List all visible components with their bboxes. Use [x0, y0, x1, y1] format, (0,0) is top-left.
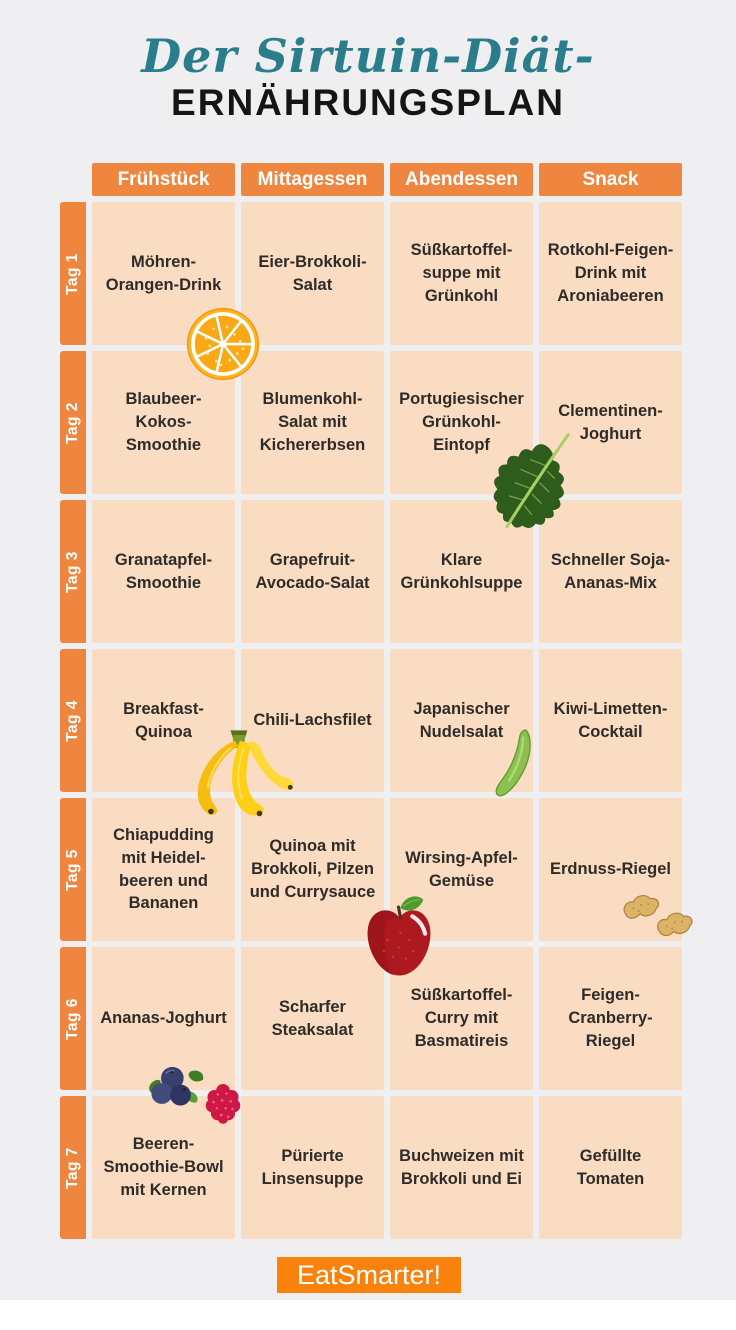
- day-label-tag1: Tag 1: [60, 202, 86, 345]
- day-label-tag5: Tag 5: [60, 798, 86, 941]
- meal-cell: Japanischer Nudelsalat: [390, 649, 533, 792]
- meal-cell: Erdnuss-Riegel: [539, 798, 682, 941]
- title-block: Der Sirtuin-Diät- ERNÄHRUNGSPLAN: [0, 30, 736, 124]
- day-label-text: Tag 5: [64, 848, 81, 891]
- meal-cell: Chiapudding mit Heidel- beeren und Banan…: [92, 798, 235, 941]
- meal-cell: Granatapfel- Smoothie: [92, 500, 235, 643]
- meal-cell: Süßkartoffel- Curry mit Basmatireis: [390, 947, 533, 1090]
- meal-cell: Süßkartoffel- suppe mit Grünkohl: [390, 202, 533, 345]
- meal-cell: Blaubeer- Kokos- Smoothie: [92, 351, 235, 494]
- day-label-tag7: Tag 7: [60, 1096, 86, 1239]
- meal-cell: Klare Grünkohlsuppe: [390, 500, 533, 643]
- meal-cell: Clementinen- Joghurt: [539, 351, 682, 494]
- meal-cell: Chili-Lachsfilet: [241, 649, 384, 792]
- meal-cell: Ananas-Joghurt: [92, 947, 235, 1090]
- meal-cell: Wirsing-Apfel- Gemüse: [390, 798, 533, 941]
- meal-cell: Pürierte Linsensuppe: [241, 1096, 384, 1239]
- day-label-tag2: Tag 2: [60, 351, 86, 494]
- meal-cell: Kiwi-Limetten- Cocktail: [539, 649, 682, 792]
- day-label-text: Tag 3: [64, 550, 81, 593]
- day-label-tag6: Tag 6: [60, 947, 86, 1090]
- meal-cell: Buchweizen mit Brokkoli und Ei: [390, 1096, 533, 1239]
- meal-cell: Feigen- Cranberry- Riegel: [539, 947, 682, 1090]
- day-label-text: Tag 1: [64, 252, 81, 295]
- day-label-text: Tag 4: [64, 699, 81, 742]
- meal-cell: Rotkohl-Feigen- Drink mit Aroniabeeren: [539, 202, 682, 345]
- column-header-abendessen: Abendessen: [390, 163, 533, 196]
- meal-plan-grid: Frühstück Mittagessen Abendessen Snack T…: [60, 163, 682, 1239]
- meal-cell: Eier-Brokkoli- Salat: [241, 202, 384, 345]
- title-caps-line: ERNÄHRUNGSPLAN: [171, 82, 565, 123]
- meal-cell: Portugiesischer Grünkohl- Eintopf: [390, 351, 533, 494]
- title-script-line: Der Sirtuin-Diät-: [141, 29, 595, 83]
- meal-cell: Grapefruit- Avocado-Salat: [241, 500, 384, 643]
- bottom-white-strip: [0, 1300, 736, 1330]
- day-label-text: Tag 6: [64, 997, 81, 1040]
- meal-cell: Quinoa mit Brokkoli, Pilzen und Currysau…: [241, 798, 384, 941]
- column-header-snack: Snack: [539, 163, 682, 196]
- meal-cell: Blumenkohl- Salat mit Kichererbsen: [241, 351, 384, 494]
- meal-cell: Möhren- Orangen-Drink: [92, 202, 235, 345]
- meal-cell: Breakfast- Quinoa: [92, 649, 235, 792]
- eatsmarter-logo: EatSmarter!: [277, 1257, 461, 1293]
- day-label-text: Tag 2: [64, 401, 81, 444]
- day-label-tag4: Tag 4: [60, 649, 86, 792]
- meal-cell: Scharfer Steaksalat: [241, 947, 384, 1090]
- day-label-text: Tag 7: [64, 1146, 81, 1189]
- meal-cell: Beeren- Smoothie-Bowl mit Kernen: [92, 1096, 235, 1239]
- column-header-mittagessen: Mittagessen: [241, 163, 384, 196]
- column-header-fruehstueck: Frühstück: [92, 163, 235, 196]
- eatsmarter-logo-text: EatSmarter!: [296, 1259, 442, 1290]
- meal-cell: Gefüllte Tomaten: [539, 1096, 682, 1239]
- day-label-tag3: Tag 3: [60, 500, 86, 643]
- meal-cell: Schneller Soja- Ananas-Mix: [539, 500, 682, 643]
- grid-corner-spacer: [60, 163, 86, 196]
